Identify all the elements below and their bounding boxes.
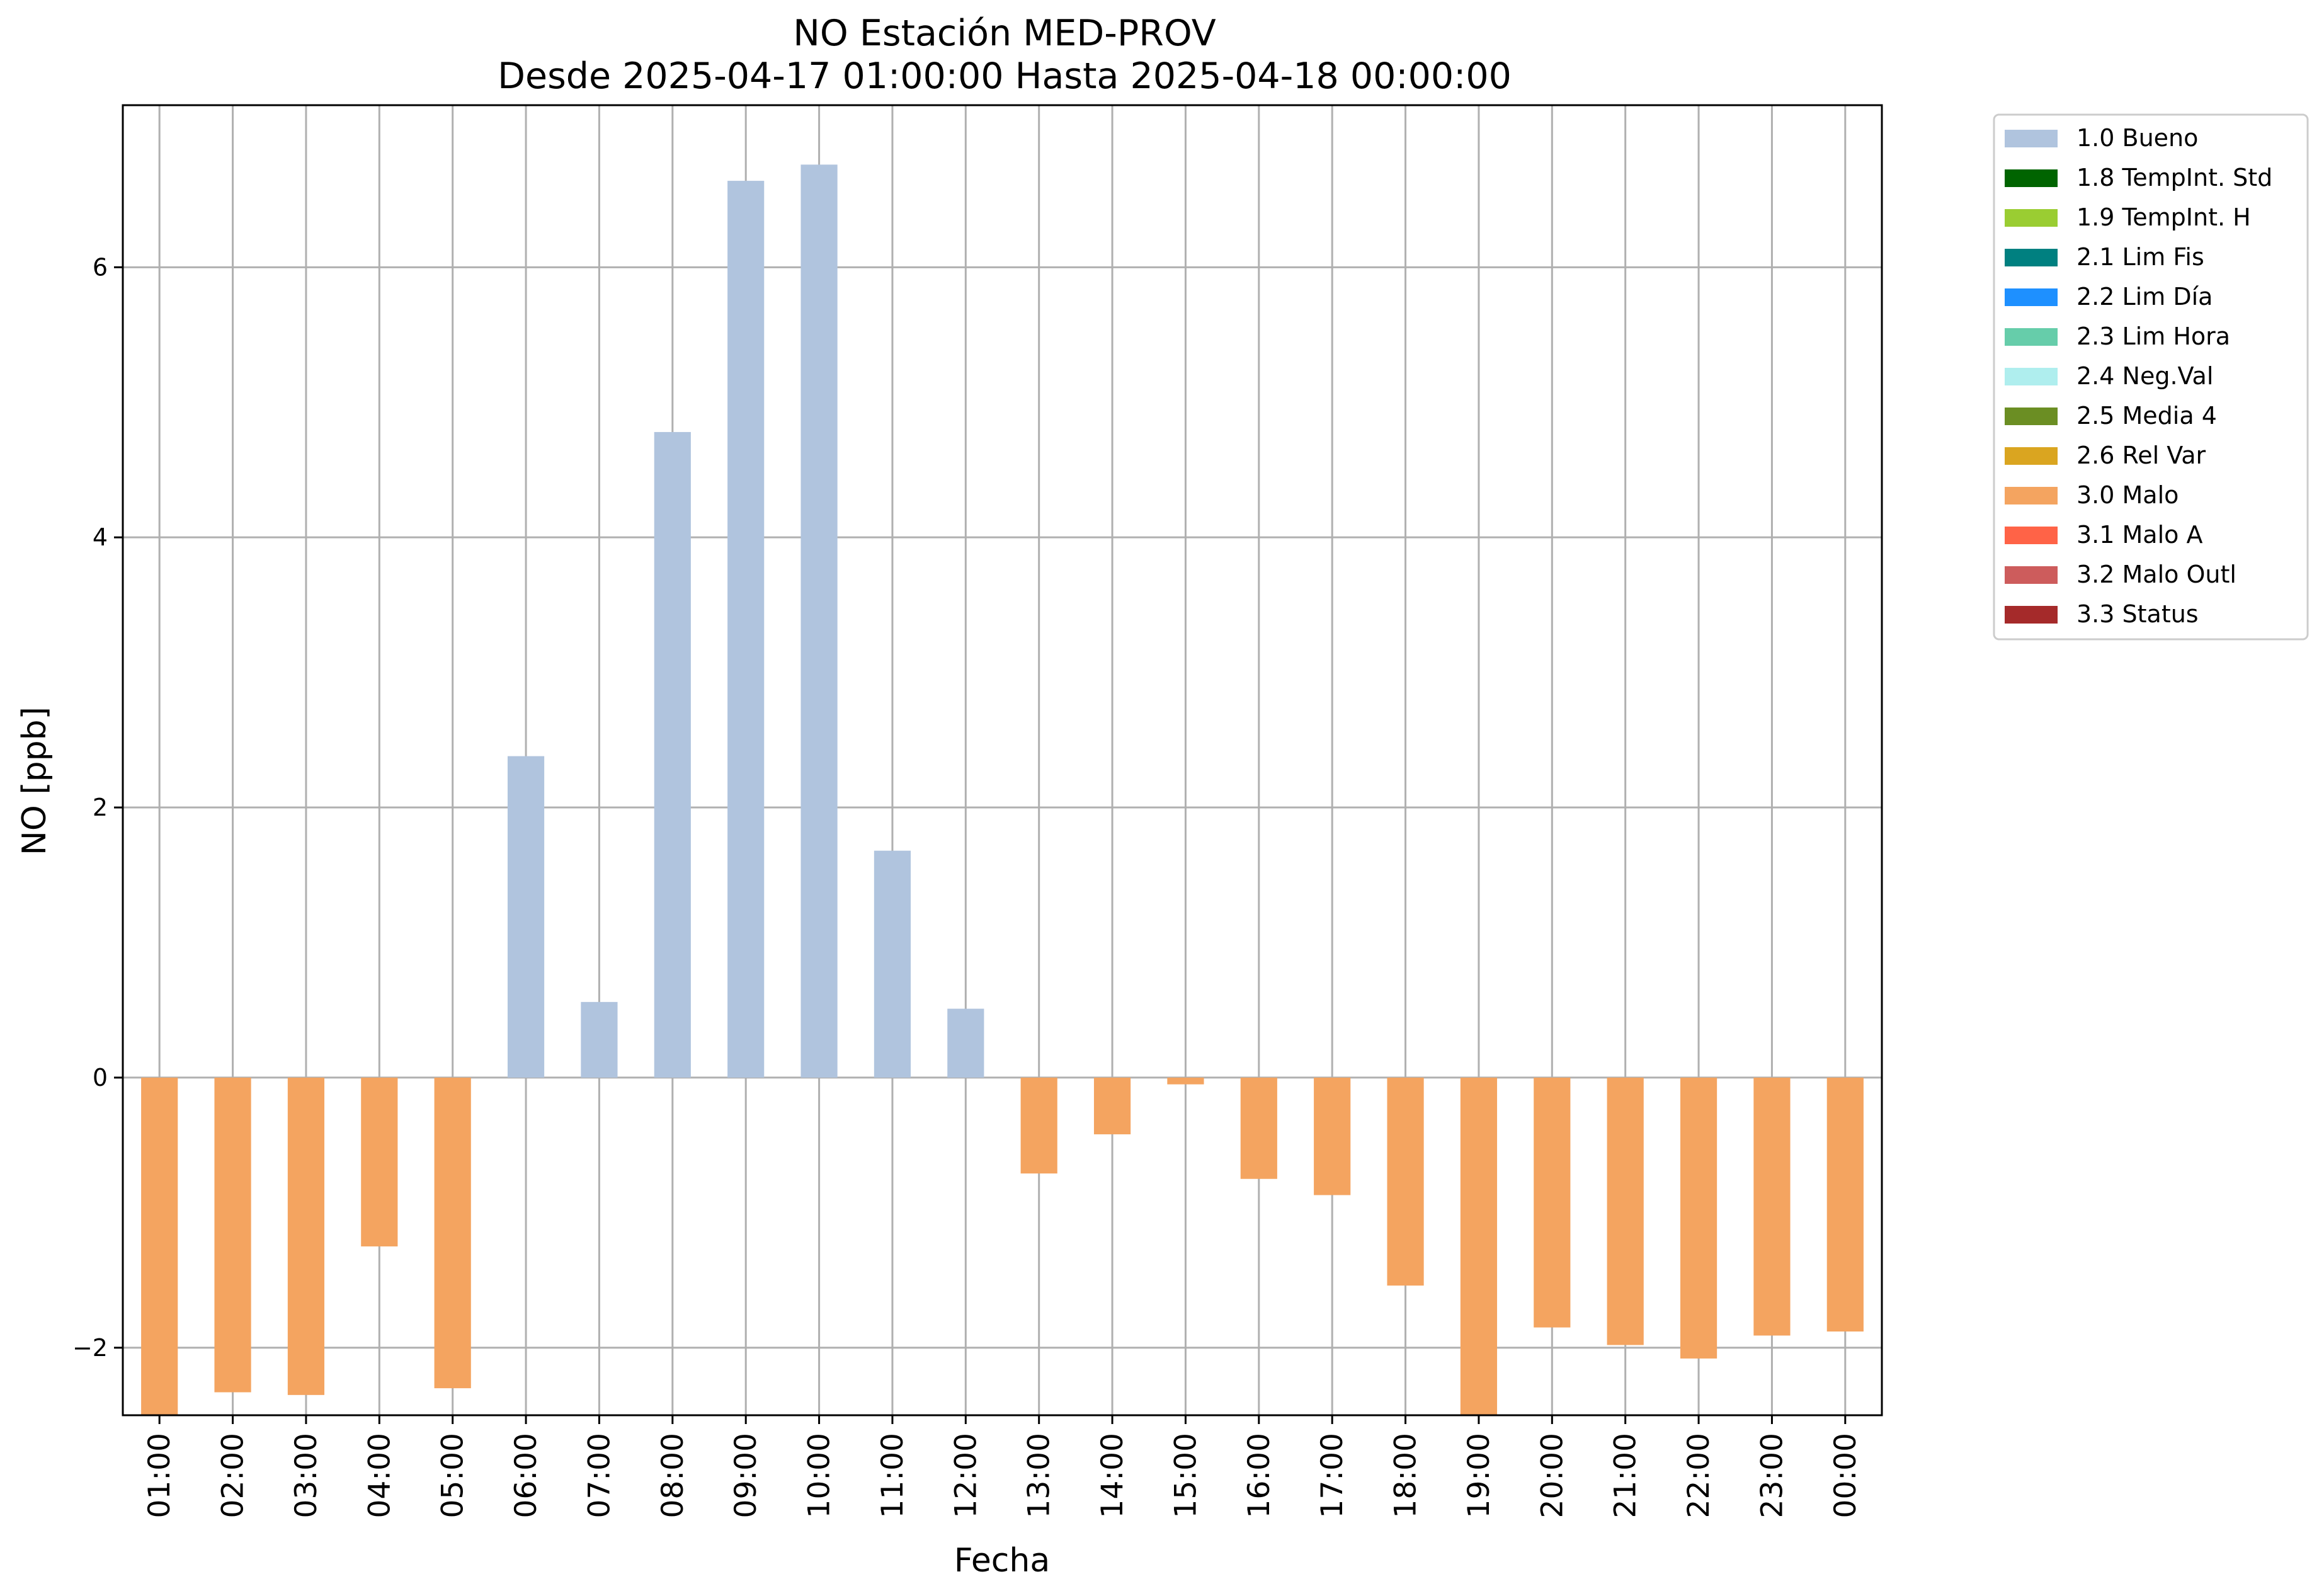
legend-label: 3.1 Malo A — [2076, 521, 2202, 549]
bar — [287, 1077, 325, 1395]
legend-swatch — [2005, 169, 2058, 187]
bar — [581, 1001, 618, 1078]
legend-label: 3.3 Status — [2076, 600, 2199, 628]
bar — [727, 181, 765, 1078]
legend-label: 2.6 Rel Var — [2076, 442, 2206, 469]
legend-swatch — [2005, 447, 2058, 465]
bar — [141, 1077, 178, 1415]
bar — [1093, 1077, 1131, 1134]
bar — [507, 756, 545, 1078]
bar — [1534, 1077, 1571, 1328]
legend-label: 2.1 Lim Fis — [2076, 243, 2204, 271]
bar — [214, 1077, 251, 1393]
bar — [1314, 1077, 1351, 1195]
x-tick-label: 17:00 — [1315, 1433, 1350, 1518]
x-tick-label: 14:00 — [1095, 1433, 1130, 1518]
legend-frame — [1993, 113, 2309, 641]
legend-label: 3.0 Malo — [2076, 481, 2179, 509]
x-tick-label: 01:00 — [142, 1433, 177, 1518]
y-axis: −2 0 2 4 6 — [72, 253, 123, 1362]
x-tick-label: 08:00 — [656, 1433, 690, 1518]
legend-swatch — [2005, 209, 2058, 227]
x-tick-label: 23:00 — [1755, 1433, 1789, 1518]
x-axis-label: Fecha — [954, 1542, 1050, 1580]
bars — [141, 164, 1864, 1415]
bar — [1020, 1077, 1057, 1174]
bar — [1680, 1077, 1717, 1359]
legend-swatch — [2005, 130, 2058, 147]
x-tick-label: 03:00 — [289, 1433, 324, 1518]
x-tick-label: 12:00 — [948, 1433, 983, 1518]
legend-swatch — [2005, 606, 2058, 624]
bar — [654, 431, 691, 1078]
legend-swatch — [2005, 328, 2058, 346]
legend-label: 2.5 Media 4 — [2076, 402, 2217, 430]
y-tick-label: 2 — [93, 794, 108, 821]
legend-swatch — [2005, 288, 2058, 306]
x-tick-label: 05:00 — [436, 1433, 470, 1518]
legend-label: 1.8 TempInt. Std — [2076, 164, 2272, 191]
legend-label: 1.0 Bueno — [2076, 124, 2198, 152]
legend-swatch — [2005, 249, 2058, 266]
bar — [1167, 1077, 1204, 1085]
x-tick-label: 11:00 — [875, 1433, 910, 1518]
bar — [1460, 1077, 1498, 1415]
y-tick-label: −2 — [72, 1334, 108, 1362]
y-tick-label: 6 — [93, 253, 108, 281]
x-tick-label: 19:00 — [1462, 1433, 1496, 1518]
legend-label: 1.9 TempInt. H — [2076, 203, 2251, 231]
y-tick-label: 0 — [93, 1064, 108, 1092]
x-tick-label: 18:00 — [1389, 1433, 1423, 1518]
y-tick-label: 4 — [93, 523, 108, 551]
y-axis-label: NO [ppb] — [16, 707, 54, 855]
legend-label: 2.4 Neg.Val — [2076, 362, 2213, 390]
x-tick-label: 00:00 — [1828, 1433, 1863, 1518]
bar — [947, 1008, 984, 1078]
x-axis: 01:00 02:00 03:00 04:00 05:00 06:00 07:00 08:00… — [142, 1415, 1863, 1518]
x-tick-label: 06:00 — [509, 1433, 544, 1518]
bar — [1826, 1077, 1864, 1332]
x-tick-label: 02:00 — [216, 1433, 251, 1518]
x-tick-label: 16:00 — [1242, 1433, 1277, 1518]
legend-swatch — [2005, 408, 2058, 425]
chart-subtitle: Desde 2025-04-17 01:00:00 Hasta 2025-04-… — [498, 55, 1512, 97]
legend-label: 2.2 Lim Día — [2076, 283, 2213, 311]
bar — [1387, 1077, 1424, 1286]
bar — [874, 850, 911, 1078]
bar — [800, 164, 838, 1078]
x-tick-label: 13:00 — [1022, 1433, 1057, 1518]
bar — [434, 1077, 471, 1389]
x-tick-label: 07:00 — [582, 1433, 617, 1518]
bar — [361, 1077, 398, 1246]
legend-label: 2.3 Lim Hora — [2076, 322, 2230, 350]
x-tick-label: 10:00 — [802, 1433, 837, 1518]
x-tick-label: 15:00 — [1168, 1433, 1203, 1518]
x-tick-label: 04:00 — [362, 1433, 397, 1518]
bar — [1240, 1077, 1277, 1179]
x-tick-label: 22:00 — [1682, 1433, 1716, 1518]
legend-swatch — [2005, 368, 2058, 385]
legend-swatch — [2005, 566, 2058, 584]
legend: 1.0 Bueno 1.8 TempInt. Std 1.9 TempInt. H 2… — [1993, 113, 2309, 641]
legend-swatch — [2005, 527, 2058, 544]
x-tick-label: 09:00 — [729, 1433, 763, 1518]
bar — [1753, 1077, 1791, 1336]
x-tick-label: 20:00 — [1535, 1433, 1569, 1518]
bar — [1607, 1077, 1644, 1345]
chart-title: NO Estación MED-PROV — [793, 13, 1216, 54]
x-tick-label: 21:00 — [1609, 1433, 1643, 1518]
legend-swatch — [2005, 487, 2058, 504]
legend-label: 3.2 Malo Outl — [2076, 561, 2236, 588]
plot-frame — [122, 104, 1883, 1416]
